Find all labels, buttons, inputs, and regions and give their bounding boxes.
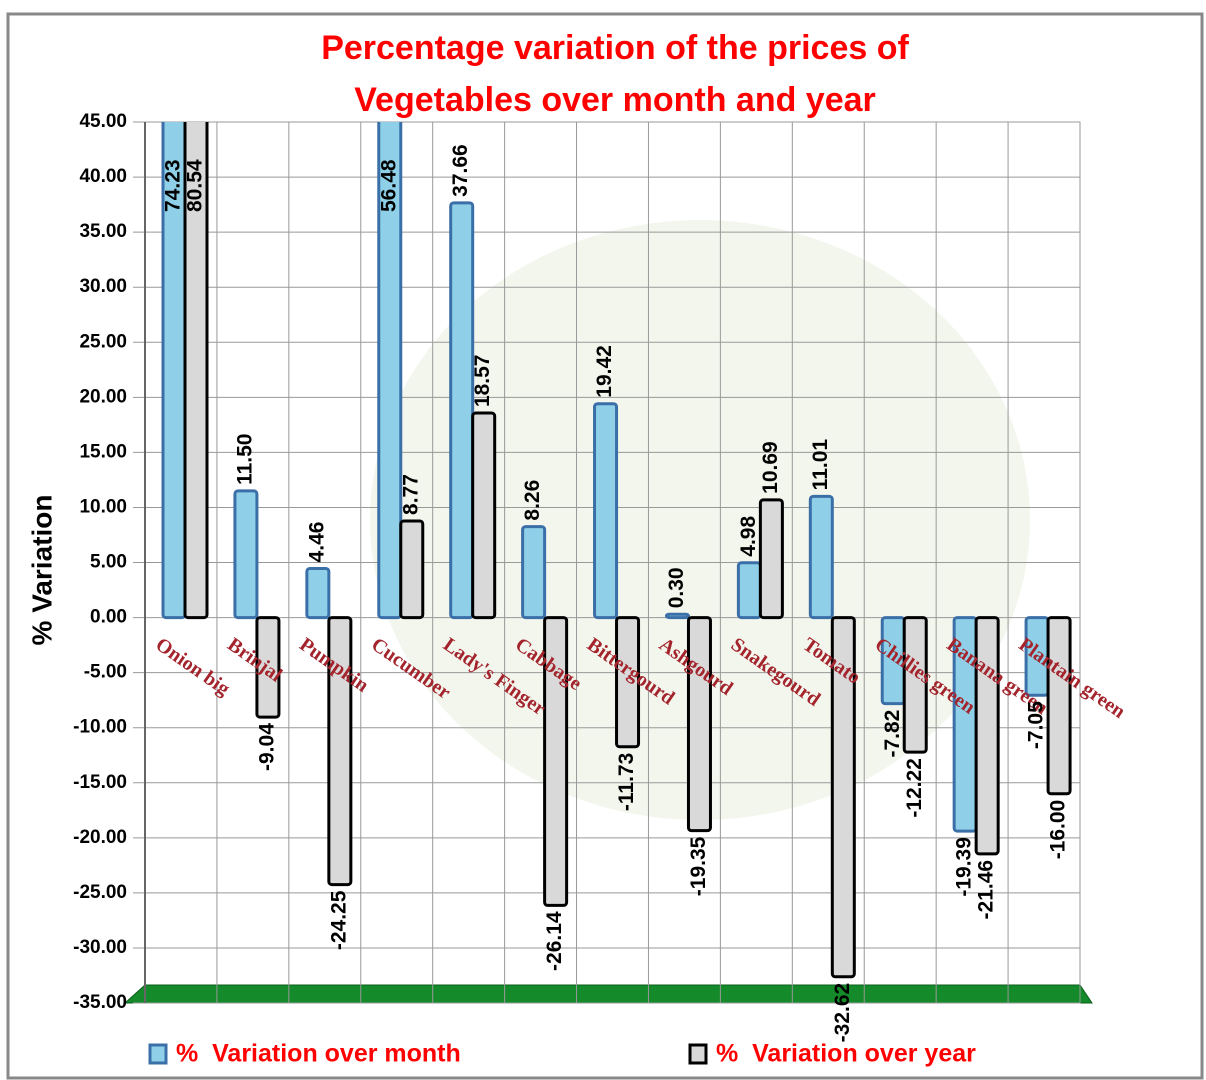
y-tick-label: 30.00 (79, 276, 127, 297)
y-tick-label: 10.00 (79, 496, 127, 517)
bar (183, 122, 209, 620)
value-label: 8.26 (521, 480, 544, 521)
y-tick-label: -5.00 (84, 662, 127, 683)
value-label: 4.46 (305, 522, 328, 563)
y-tick-label: -35.00 (73, 992, 127, 1013)
bar (758, 498, 784, 620)
bar (471, 411, 497, 620)
value-label: 11.50 (233, 434, 256, 485)
value-label: -7.82 (881, 710, 904, 758)
y-tick-label: 35.00 (79, 221, 127, 242)
value-label: 19.42 (593, 345, 616, 398)
value-label: 80.54 (184, 159, 207, 212)
value-label: -32.62 (831, 983, 854, 1043)
bar (593, 402, 619, 620)
value-label: -12.22 (903, 758, 926, 818)
value-label: -19.39 (953, 837, 976, 897)
legend-swatch (688, 1043, 708, 1065)
bar (830, 616, 856, 979)
bar (377, 122, 403, 620)
legend-swatch (148, 1043, 168, 1065)
y-tick-label: 25.00 (79, 331, 127, 352)
value-label: 18.57 (471, 354, 494, 407)
bar (1046, 616, 1072, 796)
y-tick-label: -30.00 (73, 937, 127, 958)
y-tick-label: -10.00 (73, 717, 127, 738)
bar (233, 489, 259, 620)
bar (543, 616, 569, 907)
value-label: -21.46 (975, 860, 998, 920)
y-tick-label: -25.00 (73, 882, 127, 903)
y-tick-label: 40.00 (79, 166, 127, 187)
bar (736, 561, 762, 620)
value-label: 4.98 (737, 516, 760, 557)
bar (449, 201, 475, 620)
bar (902, 616, 928, 754)
chart-title: Vegetables over month and year (354, 81, 876, 119)
value-label: -19.35 (687, 836, 710, 896)
value-label: -16.00 (1047, 800, 1070, 860)
bar (255, 616, 281, 719)
bar (808, 494, 834, 620)
y-axis-label: % Variation (26, 495, 57, 646)
chart-title: Percentage variation of the prices of (321, 29, 909, 67)
bar (615, 616, 641, 749)
bar (327, 616, 353, 887)
y-tick-label: -20.00 (73, 827, 127, 848)
value-label: 0.30 (665, 567, 688, 608)
value-label: 11.01 (809, 439, 832, 491)
y-tick-label: 5.00 (90, 552, 127, 573)
value-label: 10.69 (759, 441, 782, 494)
y-tick-label: -15.00 (73, 772, 127, 793)
value-label: -7.05 (1025, 701, 1048, 749)
floor (123, 984, 1093, 1004)
value-label: -11.73 (615, 753, 638, 811)
y-tick-label: 15.00 (79, 441, 127, 462)
y-tick-label: 20.00 (79, 386, 127, 407)
value-label: 37.66 (449, 144, 472, 197)
value-label: -24.25 (327, 890, 350, 950)
legend-label: % Variation over month (176, 1040, 461, 1068)
value-label: -26.14 (543, 911, 566, 971)
value-label: 74.23 (162, 159, 185, 212)
bar (664, 612, 690, 620)
value-label: 8.77 (399, 474, 422, 515)
value-label: 56.48 (377, 159, 400, 212)
legend-label: % Variation over year (716, 1040, 976, 1068)
background-image (370, 220, 1030, 820)
bar (521, 525, 547, 620)
bar (305, 566, 331, 620)
bar (974, 616, 1000, 856)
y-tick-label: 0.00 (90, 607, 127, 628)
value-label: -9.04 (255, 723, 278, 771)
y-tick-label: 45.00 (79, 111, 127, 132)
bar (399, 519, 425, 620)
bar (686, 616, 712, 833)
